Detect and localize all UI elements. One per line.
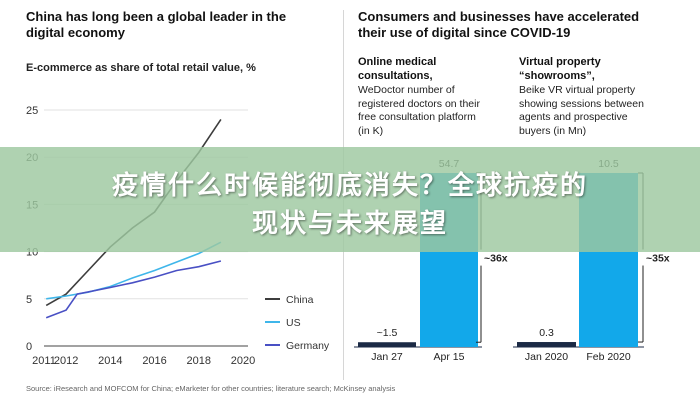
panel1-title: Online medical consultations,	[358, 56, 436, 83]
panel1-desc: WeDoctor number of registered doctors on…	[358, 84, 480, 138]
bar-category-label: Feb 2020	[586, 351, 631, 363]
y-tick-label: 5	[26, 294, 32, 306]
headline-line1: 疫情什么时候能彻底消失？全球抗疫的	[111, 171, 588, 201]
legend-label: US	[286, 317, 301, 329]
bar	[517, 342, 576, 347]
left-title-line2: digital economy	[26, 25, 125, 40]
series-line-germany	[45, 260, 222, 319]
panel2-desc-line: buyers (in Mn)	[519, 124, 587, 137]
panel1-desc-line: WeDoctor number of	[358, 84, 455, 96]
y-tick-label: 25	[26, 105, 38, 117]
x-tick-label: 2016	[142, 355, 166, 367]
panel1-desc-line: free consultation platform	[358, 111, 476, 123]
x-tick-label: 2018	[187, 355, 211, 367]
bar-category-label: Jan 27	[371, 351, 403, 363]
bracket-label: ~36x	[484, 253, 508, 265]
bar-category-label: Apr 15	[434, 351, 465, 363]
x-tick-label: 2011	[32, 355, 56, 367]
x-tick-label: 2012	[54, 355, 78, 367]
panel2-desc-line: Beike VR virtual property	[519, 84, 636, 96]
panel1-desc-line: registered doctors on their	[358, 97, 480, 110]
line-chart-legend: China US Germany	[265, 294, 330, 352]
legend-label: Germany	[286, 340, 330, 352]
panel2-desc-line: agents and prospective	[519, 111, 628, 123]
headline-banner: 疫情什么时候能彻底消失？全球抗疫的 现状与未来展望	[0, 147, 700, 252]
bar	[358, 342, 416, 347]
panel2-title-line1: Virtual property	[519, 56, 601, 68]
panel1-title-line2: consultations,	[358, 69, 433, 82]
panel2-desc: Beike VR virtual property showing sessio…	[519, 84, 644, 138]
source-note: Source: iResearch and MOFCOM for China; …	[26, 384, 396, 393]
bar-category-label: Jan 2020	[525, 351, 568, 363]
headline-line2: 现状与未来展望	[251, 209, 448, 239]
left-title-line1: China has long been a global leader in t…	[26, 9, 287, 24]
y-tick-label: 0	[26, 341, 32, 353]
panel2-title: Virtual property “showrooms”,	[519, 56, 601, 83]
right-title-line1: Consumers and businesses have accelerate…	[358, 9, 640, 24]
panel1-desc-line: (in K)	[358, 124, 384, 137]
bar-value-label: ~1.5	[377, 327, 398, 339]
panel1-title-line1: Online medical	[358, 56, 437, 68]
panel2-desc-line: showing sessions between	[519, 97, 644, 110]
x-tick-label: 2014	[98, 355, 122, 367]
bar-value-label: 0.3	[539, 327, 554, 339]
bracket-label-bg	[479, 249, 513, 266]
left-subtitle: E-commerce as share of total retail valu…	[26, 62, 256, 74]
legend-label: China	[286, 294, 314, 306]
series-line-us	[46, 241, 222, 300]
right-title-line2: their use of digital since COVID-19	[358, 25, 571, 40]
bracket-label-bg	[641, 249, 675, 266]
x-tick-label: 2020	[231, 355, 255, 367]
bracket-label: ~35x	[646, 253, 670, 265]
panel2-title-line2: “showrooms”,	[519, 69, 595, 82]
